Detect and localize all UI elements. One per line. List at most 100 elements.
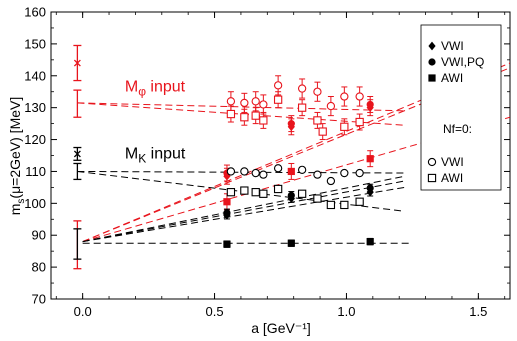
marker-square-open [251, 188, 260, 197]
marker-circle-filled [366, 100, 374, 109]
fit-line [82, 186, 405, 243]
marker-x [73, 150, 81, 158]
marker-square-open [251, 111, 260, 120]
legend-item-nf0-vwi: VWI [441, 155, 464, 169]
marker-circle-open [226, 167, 236, 176]
marker-circle-open [273, 164, 283, 173]
x-tick-label: 1.5 [469, 304, 487, 319]
annotation-phi-sub: φ [138, 85, 146, 99]
marker-square-open [259, 116, 268, 125]
legend-item-vwi: VWI [441, 39, 464, 53]
y-axis-title: ms(μ=2GeV) [MeV] [7, 97, 27, 216]
marker-square-open [326, 200, 336, 210]
marker-square-open [427, 173, 437, 183]
marker-circle-open [259, 170, 268, 179]
y-tick-label: 120 [24, 132, 46, 147]
marker-circle-filled [287, 191, 295, 199]
y-tick-label: 130 [24, 100, 46, 115]
marker-square-filled [428, 74, 436, 82]
fit-line [82, 175, 405, 243]
y-tick-label: 80 [32, 260, 46, 275]
annotation-K-input: MK input [125, 146, 186, 166]
marker-circle-open [313, 87, 322, 96]
marker-square-filled [287, 239, 295, 247]
marker-square-open [297, 189, 307, 198]
marker-circle-open [313, 170, 322, 179]
legend: VWI VWI,PQ AWI Nf=0: VWI AWI [420, 24, 502, 191]
marker-circle-open [326, 176, 336, 186]
y-tick-label: 110 [25, 164, 46, 179]
marker-circle-filled [428, 58, 436, 66]
marker-circle-open [297, 165, 307, 174]
marker-square-open [240, 113, 249, 122]
y-tick-label: 160 [24, 5, 46, 20]
marker-square-open [273, 95, 283, 104]
marker-square-filled [366, 238, 374, 246]
marker-circle-open [251, 97, 260, 106]
marker-circle-open [355, 168, 364, 178]
legend-markers [427, 41, 437, 183]
x-tick-label: 0.5 [206, 304, 224, 319]
marker-square-open [313, 116, 322, 125]
marker-circle-open [340, 168, 349, 178]
marker-circle-open [355, 92, 364, 101]
marker-circle-open [226, 97, 236, 106]
y-axis-title-rest: (μ=2GeV) [MeV] [7, 97, 23, 199]
annotation-phi-input: Mφ input [125, 79, 186, 99]
marker-circle-open [340, 92, 349, 101]
data-points [73, 44, 374, 270]
marker-square-open [273, 184, 283, 194]
marker-diamond [428, 41, 436, 51]
marker-square-filled [287, 167, 295, 176]
marker-square-open [355, 197, 364, 206]
marker-circle-open [240, 98, 249, 108]
legend-item-vwi-pq: VWI,PQ [441, 55, 484, 69]
marker-circle-open [240, 167, 249, 176]
legend-item-awi: AWI [441, 71, 463, 85]
y-tick-label: 140 [24, 68, 46, 83]
y-axis-title-m: m [7, 204, 23, 216]
legend-item-nf0-awi: AWI [441, 171, 463, 185]
x-tick-label: 1.0 [337, 304, 355, 319]
marker-square-open [340, 122, 349, 131]
marker-square-open [259, 189, 268, 198]
marker-square-open [340, 200, 349, 210]
marker-square-open [318, 127, 327, 136]
marker-circle-open [326, 101, 336, 111]
legend-subtitle: Nf=0: [443, 122, 472, 136]
annotation-K-base: M [125, 146, 138, 163]
annotation-phi-base: M [125, 79, 138, 96]
marker-circle-open [251, 168, 260, 178]
marker-square-filled [366, 155, 374, 163]
marker-circle-filled [366, 184, 374, 192]
marker-circle-open [427, 157, 437, 167]
y-axis-title-sub: s [16, 199, 27, 204]
y-tick-label: 150 [24, 36, 46, 51]
marker-circle-filled [287, 120, 295, 128]
y-tick-label: 70 [32, 292, 46, 307]
y-tick-label: 90 [32, 228, 46, 243]
marker-circle-open [297, 84, 307, 93]
marker-square-filled [223, 198, 231, 206]
marker-square-open [240, 186, 249, 195]
y-tick-label: 100 [24, 196, 46, 211]
marker-circle-open [259, 100, 268, 109]
marker-circle-open [273, 81, 283, 90]
marker-square-open [297, 103, 307, 112]
axis-ticks [51, 11, 510, 300]
axis-tick-labels: 0.0 0.5 1.0 1.5 70 80 90 100 110 120 130 140 150 160 [24, 5, 487, 320]
annotation-phi-rest: input [146, 79, 186, 96]
x-axis-title: a [GeV⁻¹] [251, 320, 311, 336]
marker-x [73, 59, 81, 67]
marker-square-filled [223, 240, 231, 248]
marker-square-open [226, 109, 236, 119]
marker-square-open [355, 117, 364, 127]
annotation-K-rest: input [146, 146, 186, 163]
x-tick-label: 0.0 [74, 304, 92, 319]
fit-line [82, 116, 510, 243]
marker-square-open [226, 188, 236, 197]
annotation-K-sub: K [138, 152, 146, 166]
marker-square-open [313, 194, 322, 203]
marker-circle-filled [223, 209, 231, 217]
